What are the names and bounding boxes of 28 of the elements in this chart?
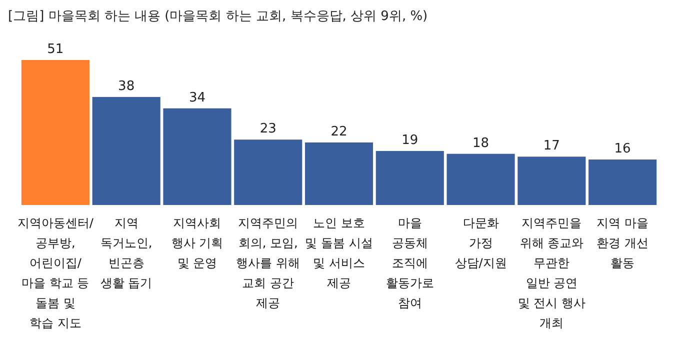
bar: [518, 156, 586, 205]
data-label: 51: [47, 42, 64, 57]
bar: [446, 154, 515, 205]
x-tick-label: 지역 독거노인, 빈곤층 생활 돕기: [100, 216, 152, 290]
data-label: 38: [118, 78, 135, 94]
data-label: 18: [472, 136, 490, 151]
x-tick-label: 노인 보호 및 돌봄 시설 및 서비스 제공: [305, 216, 373, 290]
data-label: 19: [402, 132, 418, 148]
data-label: 17: [543, 138, 560, 154]
x-tick-label: 다문화 가정 상담/지원: [454, 216, 507, 270]
x-tick-label: 지역주민의 회의, 모임, 행사를 위해 교회 공간 제공: [236, 216, 300, 310]
bar: [163, 108, 232, 205]
x-tick-label: 마을 공동체 조직에 활동가로 참여: [386, 216, 434, 310]
bar: [234, 140, 302, 205]
x-tick-label: 지역 마을 환경 개선 활동: [596, 216, 648, 270]
x-tick-label: 지역주민을 위해 종교와 무관한 일반 공연 및 전시 행사 개최: [518, 216, 586, 330]
chart-title: [그림] 마을목회 하는 내용 (마을목회 하는 교회, 복수응답, 상위 9위, %): [8, 9, 428, 24]
data-label: 34: [188, 90, 206, 106]
bar: [588, 160, 657, 205]
data-label: 23: [260, 122, 276, 137]
bar: [376, 150, 444, 205]
bar: [21, 60, 90, 205]
x-tick-label: 지역아동센터/ 공부방, 어린이집/ 마을 학교 등 돌봄 및 학습 지도: [17, 216, 94, 330]
bar: [92, 96, 160, 205]
x-tick-label: 지역사회 행사 기획 및 운영: [171, 216, 224, 270]
data-label: 16: [614, 142, 631, 157]
bar: [304, 142, 374, 205]
data-label: 22: [330, 124, 348, 140]
